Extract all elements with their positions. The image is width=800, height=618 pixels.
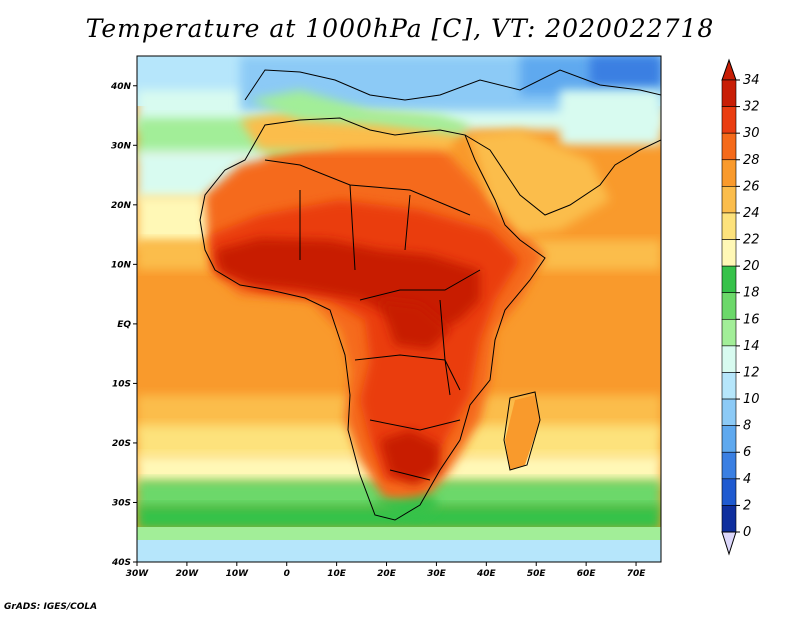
colorbar-swatch xyxy=(721,345,737,373)
colorbar-label: 10 xyxy=(743,392,760,407)
colorbar-label: 16 xyxy=(743,312,760,327)
colorbar-label: 20 xyxy=(743,259,760,274)
lat-tick-label: 10N xyxy=(111,260,132,270)
lon-tick-label: 0 xyxy=(284,569,290,579)
colorbar-label: 2 xyxy=(743,498,751,513)
lat-tick-label: 20N xyxy=(111,201,132,211)
colorbar-label: 28 xyxy=(743,153,760,168)
colorbar-swatch xyxy=(721,505,737,533)
colorbar-swatch xyxy=(721,132,737,161)
lon-tick-label: 20W xyxy=(176,569,200,579)
colorbar-swatch xyxy=(721,79,737,107)
colorbar-swatch xyxy=(721,106,737,134)
colorbar-label: 14 xyxy=(743,339,760,354)
colorbar-swatch xyxy=(721,159,737,187)
colorbar-label: 26 xyxy=(743,179,760,194)
lat-tick-label: EQ xyxy=(117,320,131,330)
colorbar-label: 6 xyxy=(743,445,751,460)
colorbar-swatch xyxy=(721,265,737,294)
footer-credit: GrADS: IGES/COLA xyxy=(4,602,98,612)
colorbar-swatch xyxy=(721,186,737,214)
lat-tick-label: 20S xyxy=(112,439,131,449)
colorbar-swatch xyxy=(721,372,737,400)
colorbar-swatch xyxy=(721,398,737,426)
lon-tick-label: 10E xyxy=(327,569,347,579)
coastlines xyxy=(199,69,661,521)
colorbar-swatch xyxy=(721,239,737,267)
colorbar-under-triangle xyxy=(721,531,737,556)
lon-tick-label: 10W xyxy=(226,569,250,579)
lon-tick-label: 30E xyxy=(427,569,447,579)
lat-tick-label: 10S xyxy=(112,379,131,389)
lon-tick-label: 40E xyxy=(476,569,497,579)
lat-tick-label: 40N xyxy=(110,82,132,92)
lon-axis: 30W 20W 10W 0 10E 20E 30E 40E 50E 60E 70E xyxy=(126,562,646,579)
lon-tick-label: 60E xyxy=(577,569,597,579)
lat-axis: 40N 30N 20N 10N EQ 10S 20S 30S 40S xyxy=(110,82,137,568)
lat-tick-label: 40S xyxy=(111,558,131,568)
colorbar-label: 22 xyxy=(743,233,760,248)
colorbar-swatch xyxy=(721,425,737,453)
temperature-field xyxy=(137,56,661,562)
colorbar-label: 18 xyxy=(743,286,760,301)
colorbar-label: 4 xyxy=(743,472,751,487)
colorbar-label: 12 xyxy=(743,365,760,380)
colorbar-label: 30 xyxy=(743,126,760,141)
colorbar-over-triangle xyxy=(721,58,737,81)
colorbar-swatch xyxy=(721,212,737,240)
lat-tick-label: 30N xyxy=(111,141,132,151)
colorbar-label: 0 xyxy=(743,525,751,540)
colorbar-swatch xyxy=(721,478,737,506)
map-title: Temperature at 1000hPa [C], VT: 20200227… xyxy=(85,14,715,43)
lon-tick-label: 50E xyxy=(527,569,547,579)
map-frame xyxy=(136,55,662,563)
lon-tick-label: 30W xyxy=(126,569,150,579)
colorbar-swatch xyxy=(721,318,737,347)
colorbar-label: 34 xyxy=(743,73,760,88)
colorbar-label: 32 xyxy=(743,100,760,115)
colorbar-swatch xyxy=(721,451,737,480)
colorbar-label: 8 xyxy=(743,419,751,434)
colorbar-label: 24 xyxy=(743,206,760,221)
lon-tick-label: 70E xyxy=(627,569,647,579)
lon-tick-label: 20E xyxy=(377,569,397,579)
lat-tick-label: 30S xyxy=(112,498,131,508)
colorbar-swatch xyxy=(721,292,737,320)
